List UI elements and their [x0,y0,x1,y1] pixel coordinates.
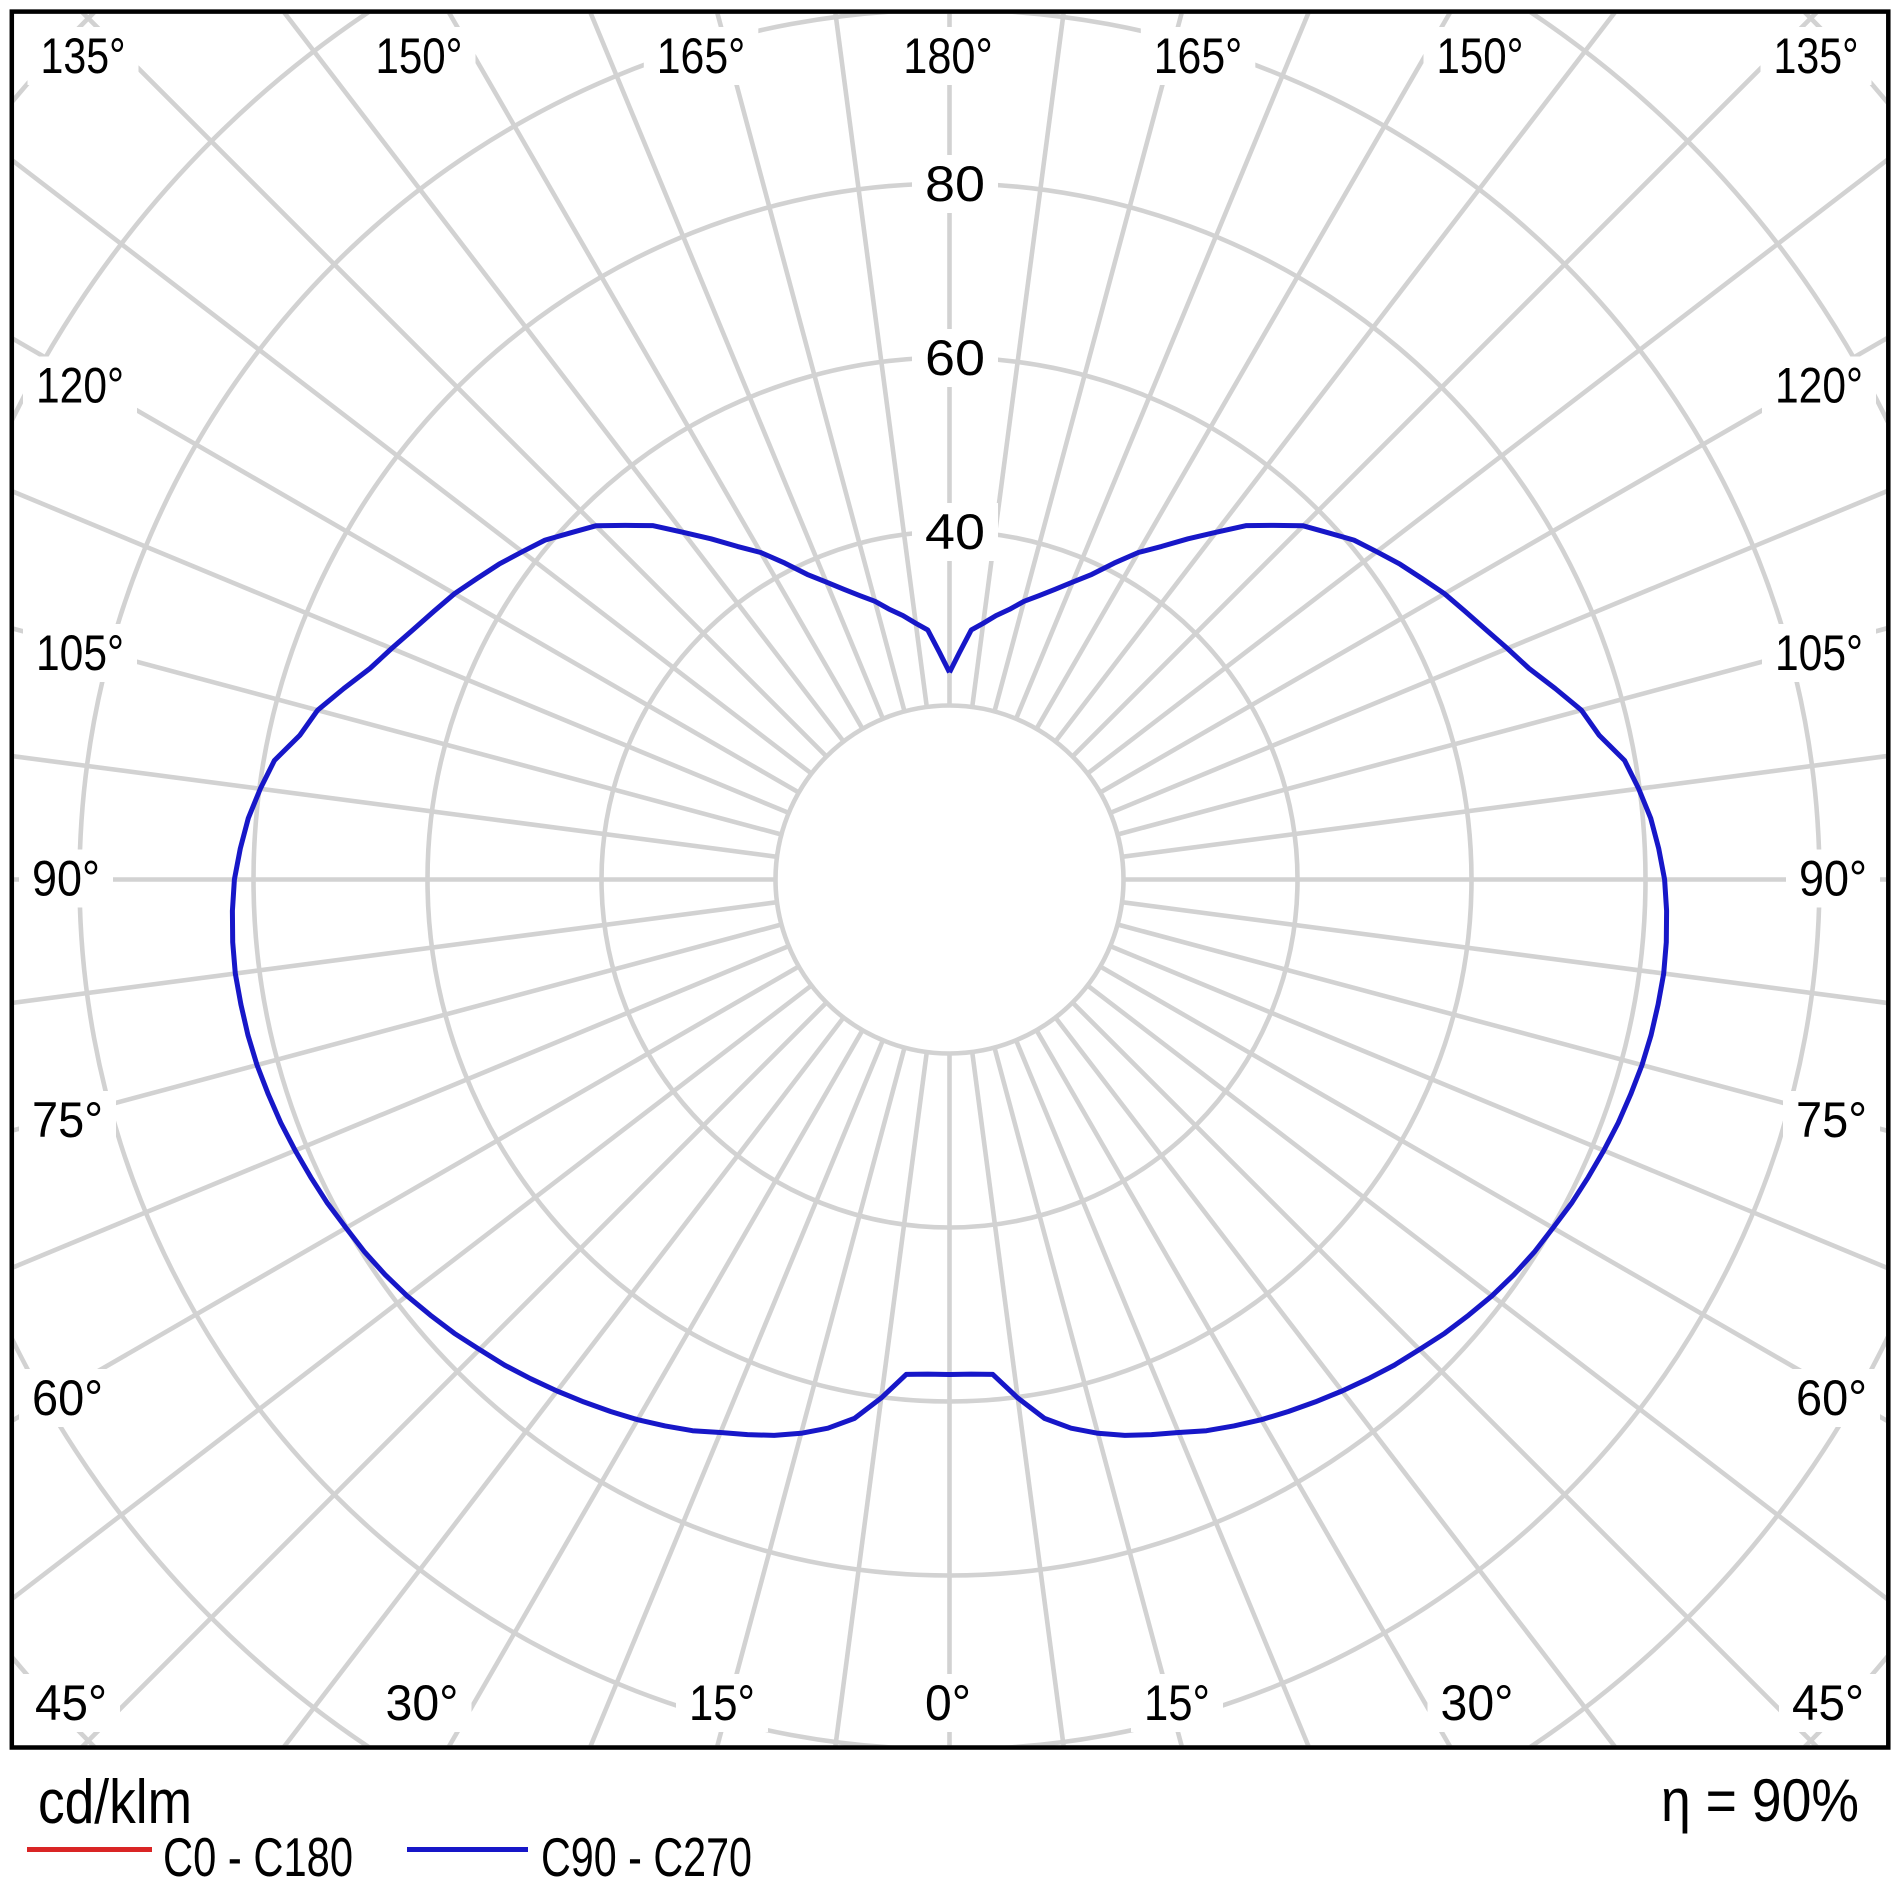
svg-text:120°: 120° [1775,358,1863,414]
svg-text:165°: 165° [1154,28,1243,84]
svg-text:30°: 30° [1441,1675,1514,1731]
svg-text:150°: 150° [376,28,463,84]
svg-text:90°: 90° [32,851,100,907]
svg-text:135°: 135° [41,28,126,84]
svg-text:30°: 30° [386,1675,459,1731]
svg-text:60: 60 [925,330,985,386]
svg-text:60°: 60° [1796,1370,1867,1426]
svg-text:80: 80 [925,156,985,212]
svg-text:135°: 135° [1774,28,1859,84]
svg-text:60°: 60° [32,1370,103,1426]
svg-text:105°: 105° [1775,625,1863,681]
svg-text:75°: 75° [1796,1092,1867,1148]
svg-text:75°: 75° [32,1092,103,1148]
svg-text:165°: 165° [657,28,746,84]
svg-text:15°: 15° [1144,1675,1210,1731]
svg-text:15°: 15° [689,1675,755,1731]
svg-text:η = 90%: η = 90% [1661,1767,1859,1834]
svg-text:150°: 150° [1437,28,1524,84]
svg-text:120°: 120° [36,358,124,414]
svg-text:40: 40 [925,504,985,560]
svg-text:cd/klm: cd/klm [38,1768,192,1837]
svg-text:90°: 90° [1799,851,1867,907]
svg-text:45°: 45° [35,1675,107,1731]
svg-text:105°: 105° [36,625,124,681]
svg-text:45°: 45° [1792,1675,1864,1731]
svg-text:C0 - C180: C0 - C180 [163,1826,353,1888]
svg-text:180°: 180° [903,28,993,84]
svg-text:0°: 0° [925,1675,971,1731]
svg-text:C90 - C270: C90 - C270 [541,1826,752,1888]
